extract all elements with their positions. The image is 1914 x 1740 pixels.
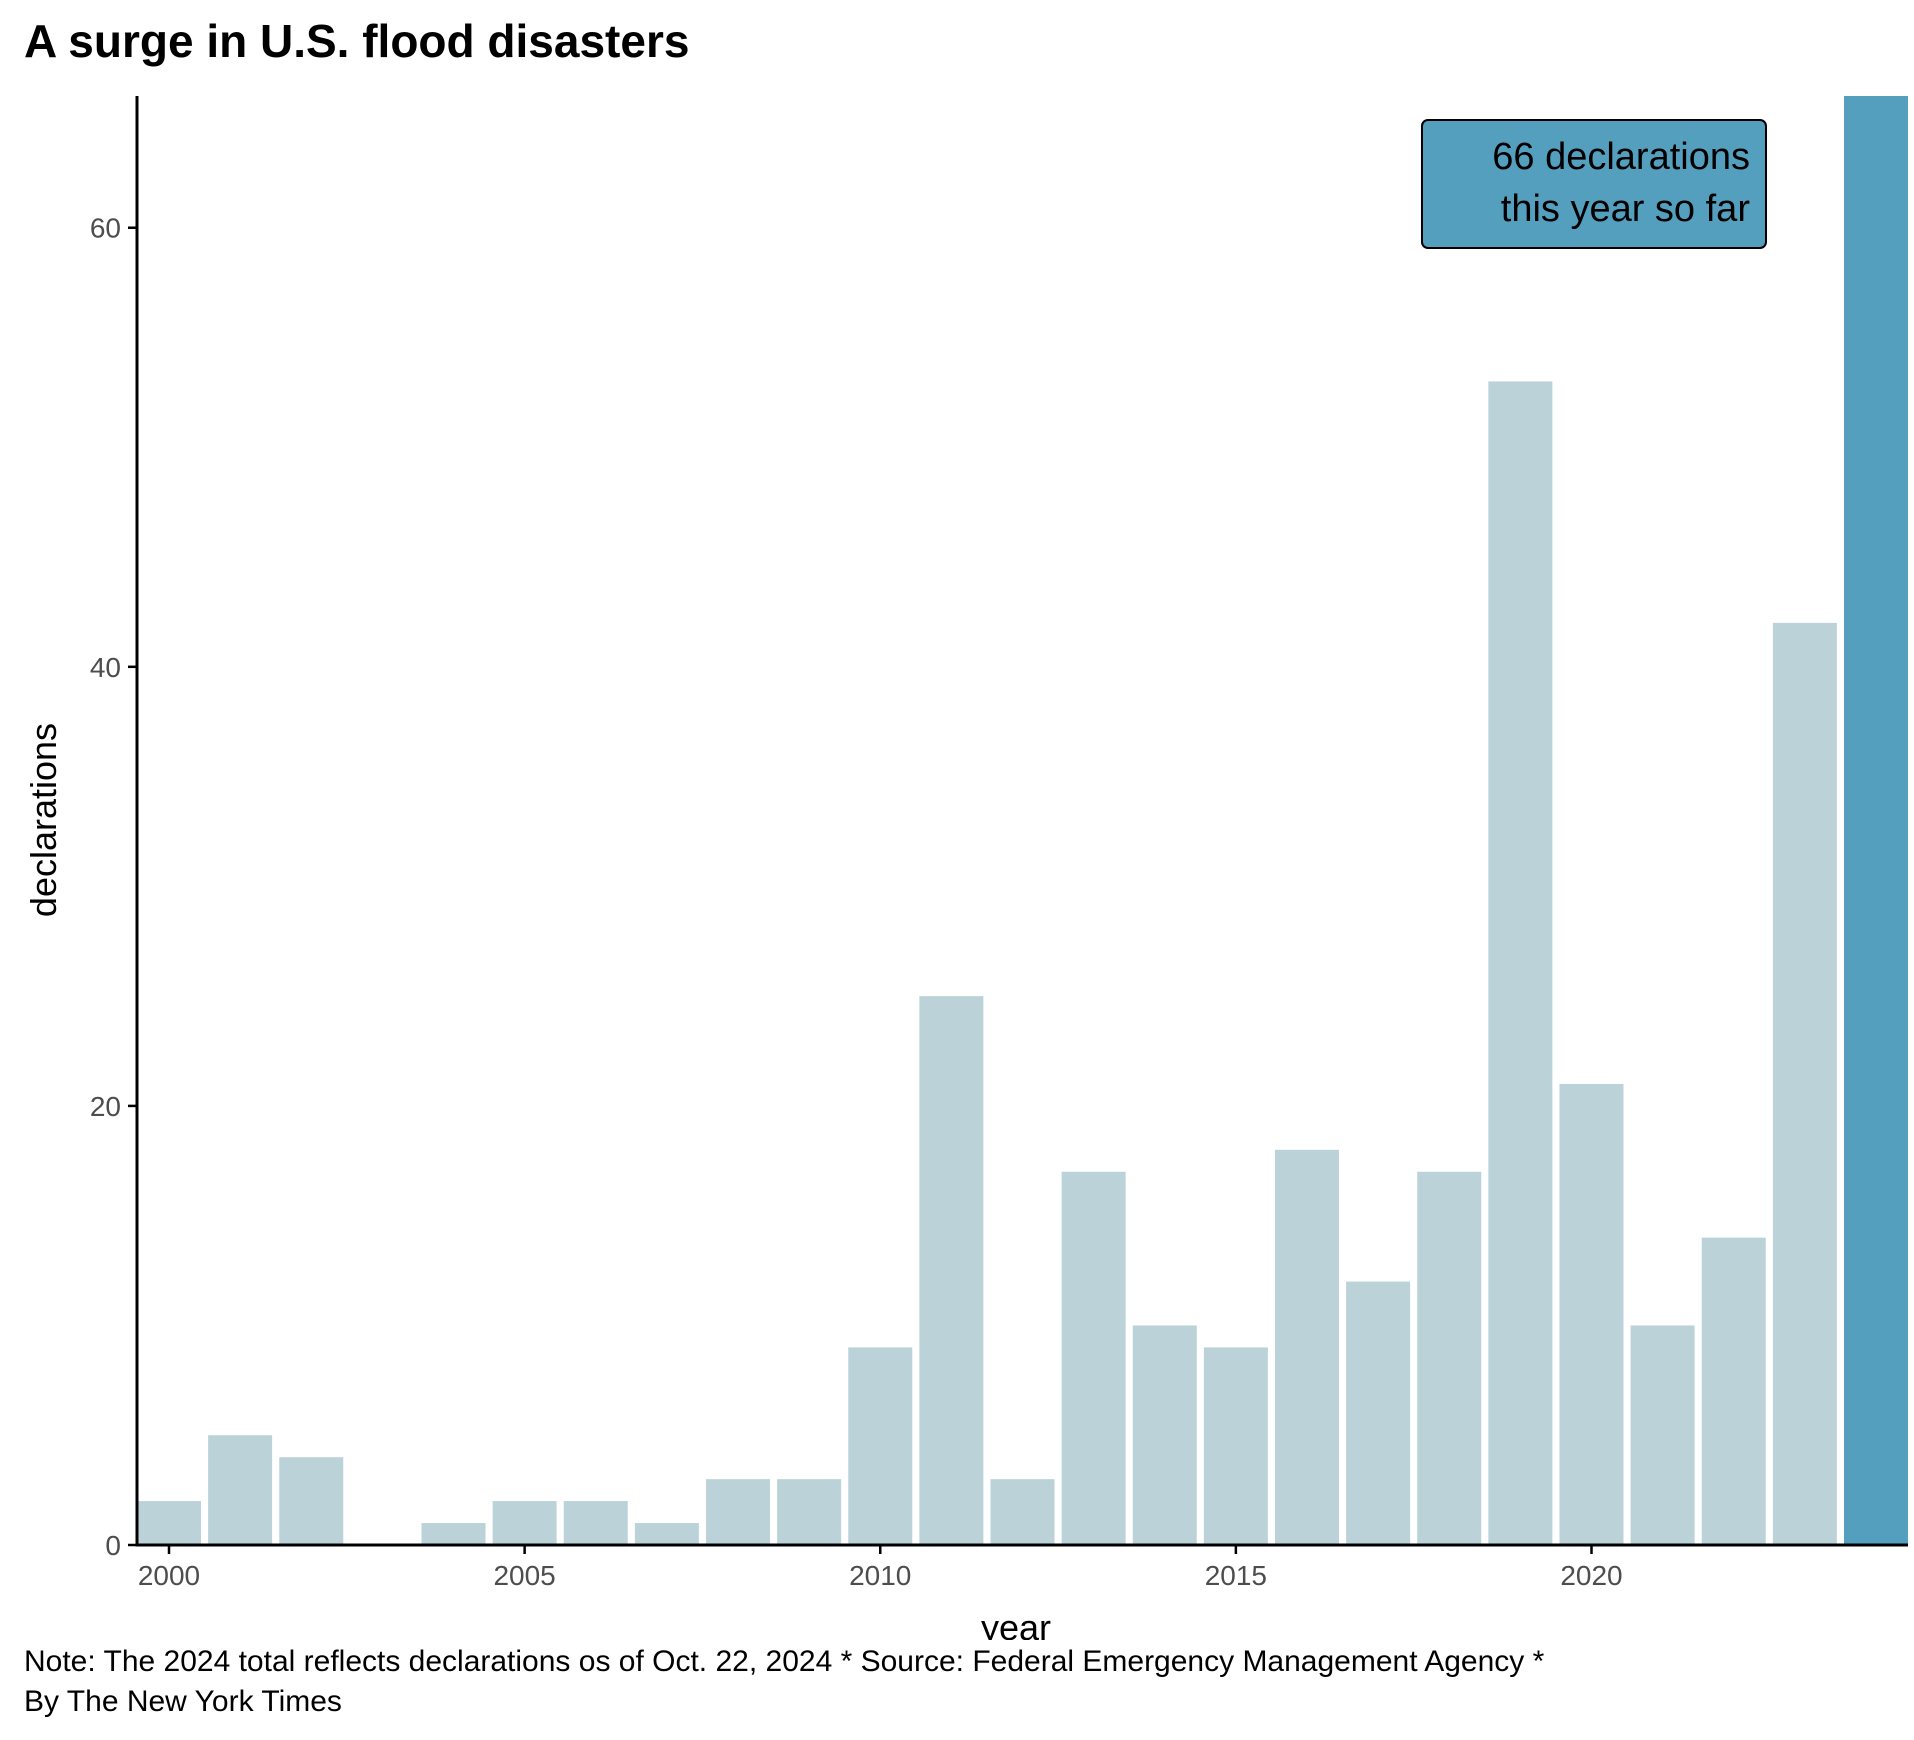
x-tick-label-2020: 2020: [1560, 1560, 1622, 1591]
ticks-group: 0 20 40 60 2000 2005 2010 2015 2020: [90, 213, 1623, 1591]
bar-2024: [1843, 96, 1908, 1545]
chart-title: A surge in U.S. flood disasters: [24, 15, 690, 67]
bar-2014: [1132, 1325, 1197, 1545]
bar-chart: 0 20 40 60 2000 2005 2010 2015 2020 year declara…: [23, 96, 1908, 1640]
x-axis-label: year: [981, 1607, 1051, 1640]
bar-2017: [1346, 1281, 1411, 1545]
y-tick-label-40: 40: [90, 652, 121, 683]
bar-2008: [706, 1479, 771, 1545]
bar-2023: [1772, 622, 1837, 1545]
bar-2019: [1488, 381, 1553, 1545]
bar-2012: [990, 1479, 1055, 1545]
bar-2006: [563, 1501, 628, 1545]
bar-2021: [1630, 1325, 1695, 1545]
bars-group: [137, 96, 1908, 1545]
axes-group: [135, 96, 1908, 1547]
x-tick-label-2000: 2000: [138, 1560, 200, 1591]
bar-2011: [919, 996, 984, 1545]
y-tick-label-20: 20: [90, 1091, 121, 1122]
note-line-1: Note: The 2024 total reflects declaratio…: [24, 1645, 1545, 1678]
bar-2010: [848, 1347, 913, 1545]
bar-2000: [137, 1501, 202, 1545]
x-tick-label-2015: 2015: [1205, 1560, 1267, 1591]
y-axis-label: declarations: [23, 723, 64, 917]
x-tick-label-2010: 2010: [849, 1560, 911, 1591]
annotation-background: [1420, 119, 1767, 249]
bar-2007: [634, 1523, 699, 1545]
bar-2001: [208, 1435, 273, 1545]
y-tick-label-60: 60: [90, 213, 121, 244]
bar-2022: [1701, 1237, 1766, 1545]
x-tick-label-2005: 2005: [493, 1560, 555, 1591]
bar-2009: [777, 1479, 842, 1545]
note-line-2: By The New York Times: [24, 1685, 342, 1718]
bar-2018: [1417, 1171, 1482, 1545]
bar-2002: [279, 1457, 344, 1545]
y-tick-label-0: 0: [105, 1530, 121, 1561]
bar-2020: [1559, 1083, 1624, 1545]
bar-2004: [421, 1523, 486, 1545]
annotation-box: 66 declarations this year so far: [1420, 119, 1767, 249]
bar-2013: [1061, 1171, 1126, 1545]
bar-2016: [1274, 1149, 1339, 1545]
bar-2015: [1203, 1347, 1268, 1545]
chart-note: Note: The 2024 total reflects declaratio…: [24, 1642, 1914, 1722]
annotation-line-1: 66 declarations: [1492, 136, 1750, 178]
bar-2005: [492, 1501, 557, 1545]
annotation-line-2: this year so far: [1501, 188, 1751, 230]
